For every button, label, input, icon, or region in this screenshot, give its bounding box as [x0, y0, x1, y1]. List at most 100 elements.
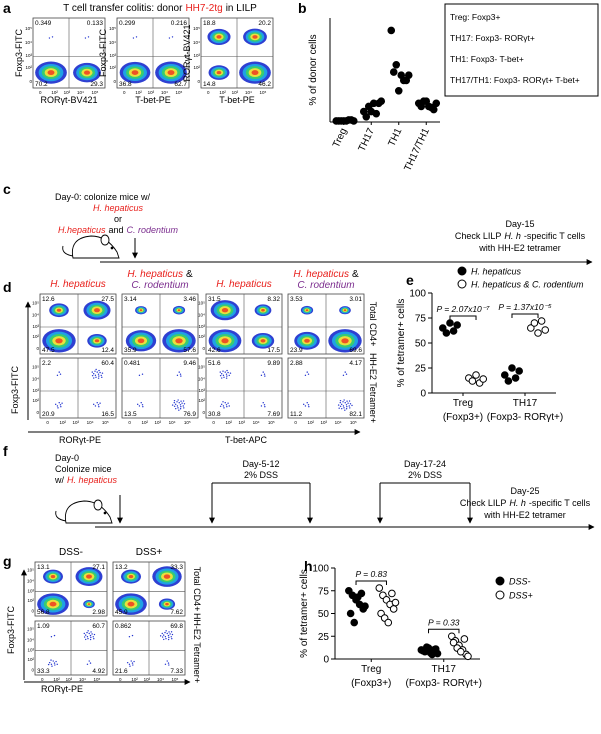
text-part: Day-17-24	[404, 459, 446, 469]
text-part: H. hepaticus	[93, 203, 144, 213]
data-dot	[389, 605, 398, 613]
flow-tick: 10⁴	[77, 90, 84, 95]
event-dot	[173, 405, 176, 407]
text-part: and	[108, 225, 123, 235]
event-dot	[219, 405, 222, 407]
flow-population	[49, 303, 69, 318]
flow-tick: 10³	[198, 388, 205, 393]
quadrant-value: 69.8	[170, 623, 183, 630]
quadrant-value: 7.69	[267, 411, 280, 418]
flow-population	[56, 371, 62, 377]
event-dot	[131, 634, 134, 637]
data-dot	[453, 321, 461, 329]
text-part: &	[352, 269, 359, 280]
event-dot	[141, 404, 144, 406]
event-dot	[57, 407, 59, 409]
event-dot	[58, 371, 60, 373]
flow-population	[135, 306, 147, 315]
row-label: HH-E2 Tetramer+	[368, 353, 378, 423]
event-dot	[173, 401, 175, 404]
event-dot	[84, 37, 87, 39]
event-dot	[304, 405, 307, 407]
flow-tick: 10²	[32, 334, 39, 339]
flow-population	[251, 332, 275, 349]
density-layer	[216, 70, 222, 75]
event-dot	[171, 36, 174, 38]
rich-text: Day-15	[505, 219, 534, 229]
event-dot	[98, 406, 100, 408]
flow-population	[48, 36, 54, 39]
event-dot	[138, 374, 141, 377]
event-dot	[93, 377, 95, 379]
event-dot	[180, 375, 182, 377]
event-dot	[60, 406, 62, 408]
event-dot	[92, 403, 95, 406]
legend-label: DSS-	[509, 577, 531, 587]
event-dot	[94, 370, 96, 372]
event-dot	[168, 631, 170, 633]
event-dot	[53, 662, 56, 664]
x-tick-label: TH17	[513, 398, 538, 409]
event-dot	[132, 37, 135, 39]
quadrant-value: 9.46	[183, 360, 196, 367]
event-dot	[88, 632, 90, 635]
flow-tick: 10⁴	[245, 90, 252, 95]
x-tick-label: Treg	[361, 664, 381, 675]
event-dot	[351, 404, 353, 407]
legend-label: H. hepaticus & C. rodentium	[471, 280, 584, 290]
flow-population	[125, 330, 157, 352]
data-dot	[391, 598, 400, 607]
mouse-eye	[103, 511, 107, 515]
event-dot	[59, 373, 62, 375]
quadrant-value: 3.01	[349, 296, 362, 303]
event-dot	[50, 663, 53, 665]
event-dot	[164, 631, 166, 634]
event-dot	[220, 373, 223, 375]
event-dot	[159, 635, 162, 637]
event-dot	[85, 638, 87, 641]
density-layer	[165, 602, 169, 606]
event-dot	[129, 665, 131, 667]
flow-population	[155, 61, 187, 84]
text-part: H.hepaticus	[58, 225, 106, 235]
event-dot	[167, 634, 170, 637]
quadrant-value: 14.8	[203, 81, 216, 88]
text-part: w/	[54, 475, 64, 485]
data-dot	[361, 602, 369, 611]
data-dot	[422, 643, 431, 651]
event-dot	[59, 404, 62, 406]
flow-tick: 10²	[135, 90, 142, 95]
quadrant-value: 12.6	[42, 296, 55, 303]
event-dot	[89, 662, 92, 664]
density-layer	[50, 575, 56, 579]
event-dot	[88, 660, 90, 662]
flow-population	[260, 402, 266, 408]
significance-bracket	[428, 628, 460, 634]
flow-tick: 10⁴	[109, 40, 116, 45]
mouse-icon	[55, 499, 113, 524]
event-dot	[262, 371, 264, 373]
density-layer	[167, 70, 175, 76]
legend-marker	[457, 266, 467, 276]
rich-text: Check LILP H. h -specific T cells	[460, 498, 591, 508]
event-dot	[130, 660, 132, 662]
text-part: C. rodentium	[297, 280, 354, 291]
flow-population	[43, 569, 63, 584]
x-tick-label: TH1	[387, 126, 405, 148]
p-value: P = 0.83	[355, 569, 387, 579]
p-value: P = 2.07x10⁻⁷	[436, 304, 490, 314]
flow-population	[342, 371, 348, 377]
density-layer	[128, 575, 134, 579]
flow-population	[219, 401, 230, 409]
flow-population	[35, 61, 67, 84]
event-dot	[178, 409, 180, 411]
event-dot	[228, 374, 230, 377]
flow-tick: 0	[202, 410, 205, 415]
event-dot	[168, 664, 170, 666]
mouse-ear	[100, 234, 110, 246]
density-layer	[252, 35, 258, 39]
event-dot	[262, 402, 264, 404]
flow-population	[300, 305, 314, 315]
flow-tick: 0	[39, 90, 42, 95]
